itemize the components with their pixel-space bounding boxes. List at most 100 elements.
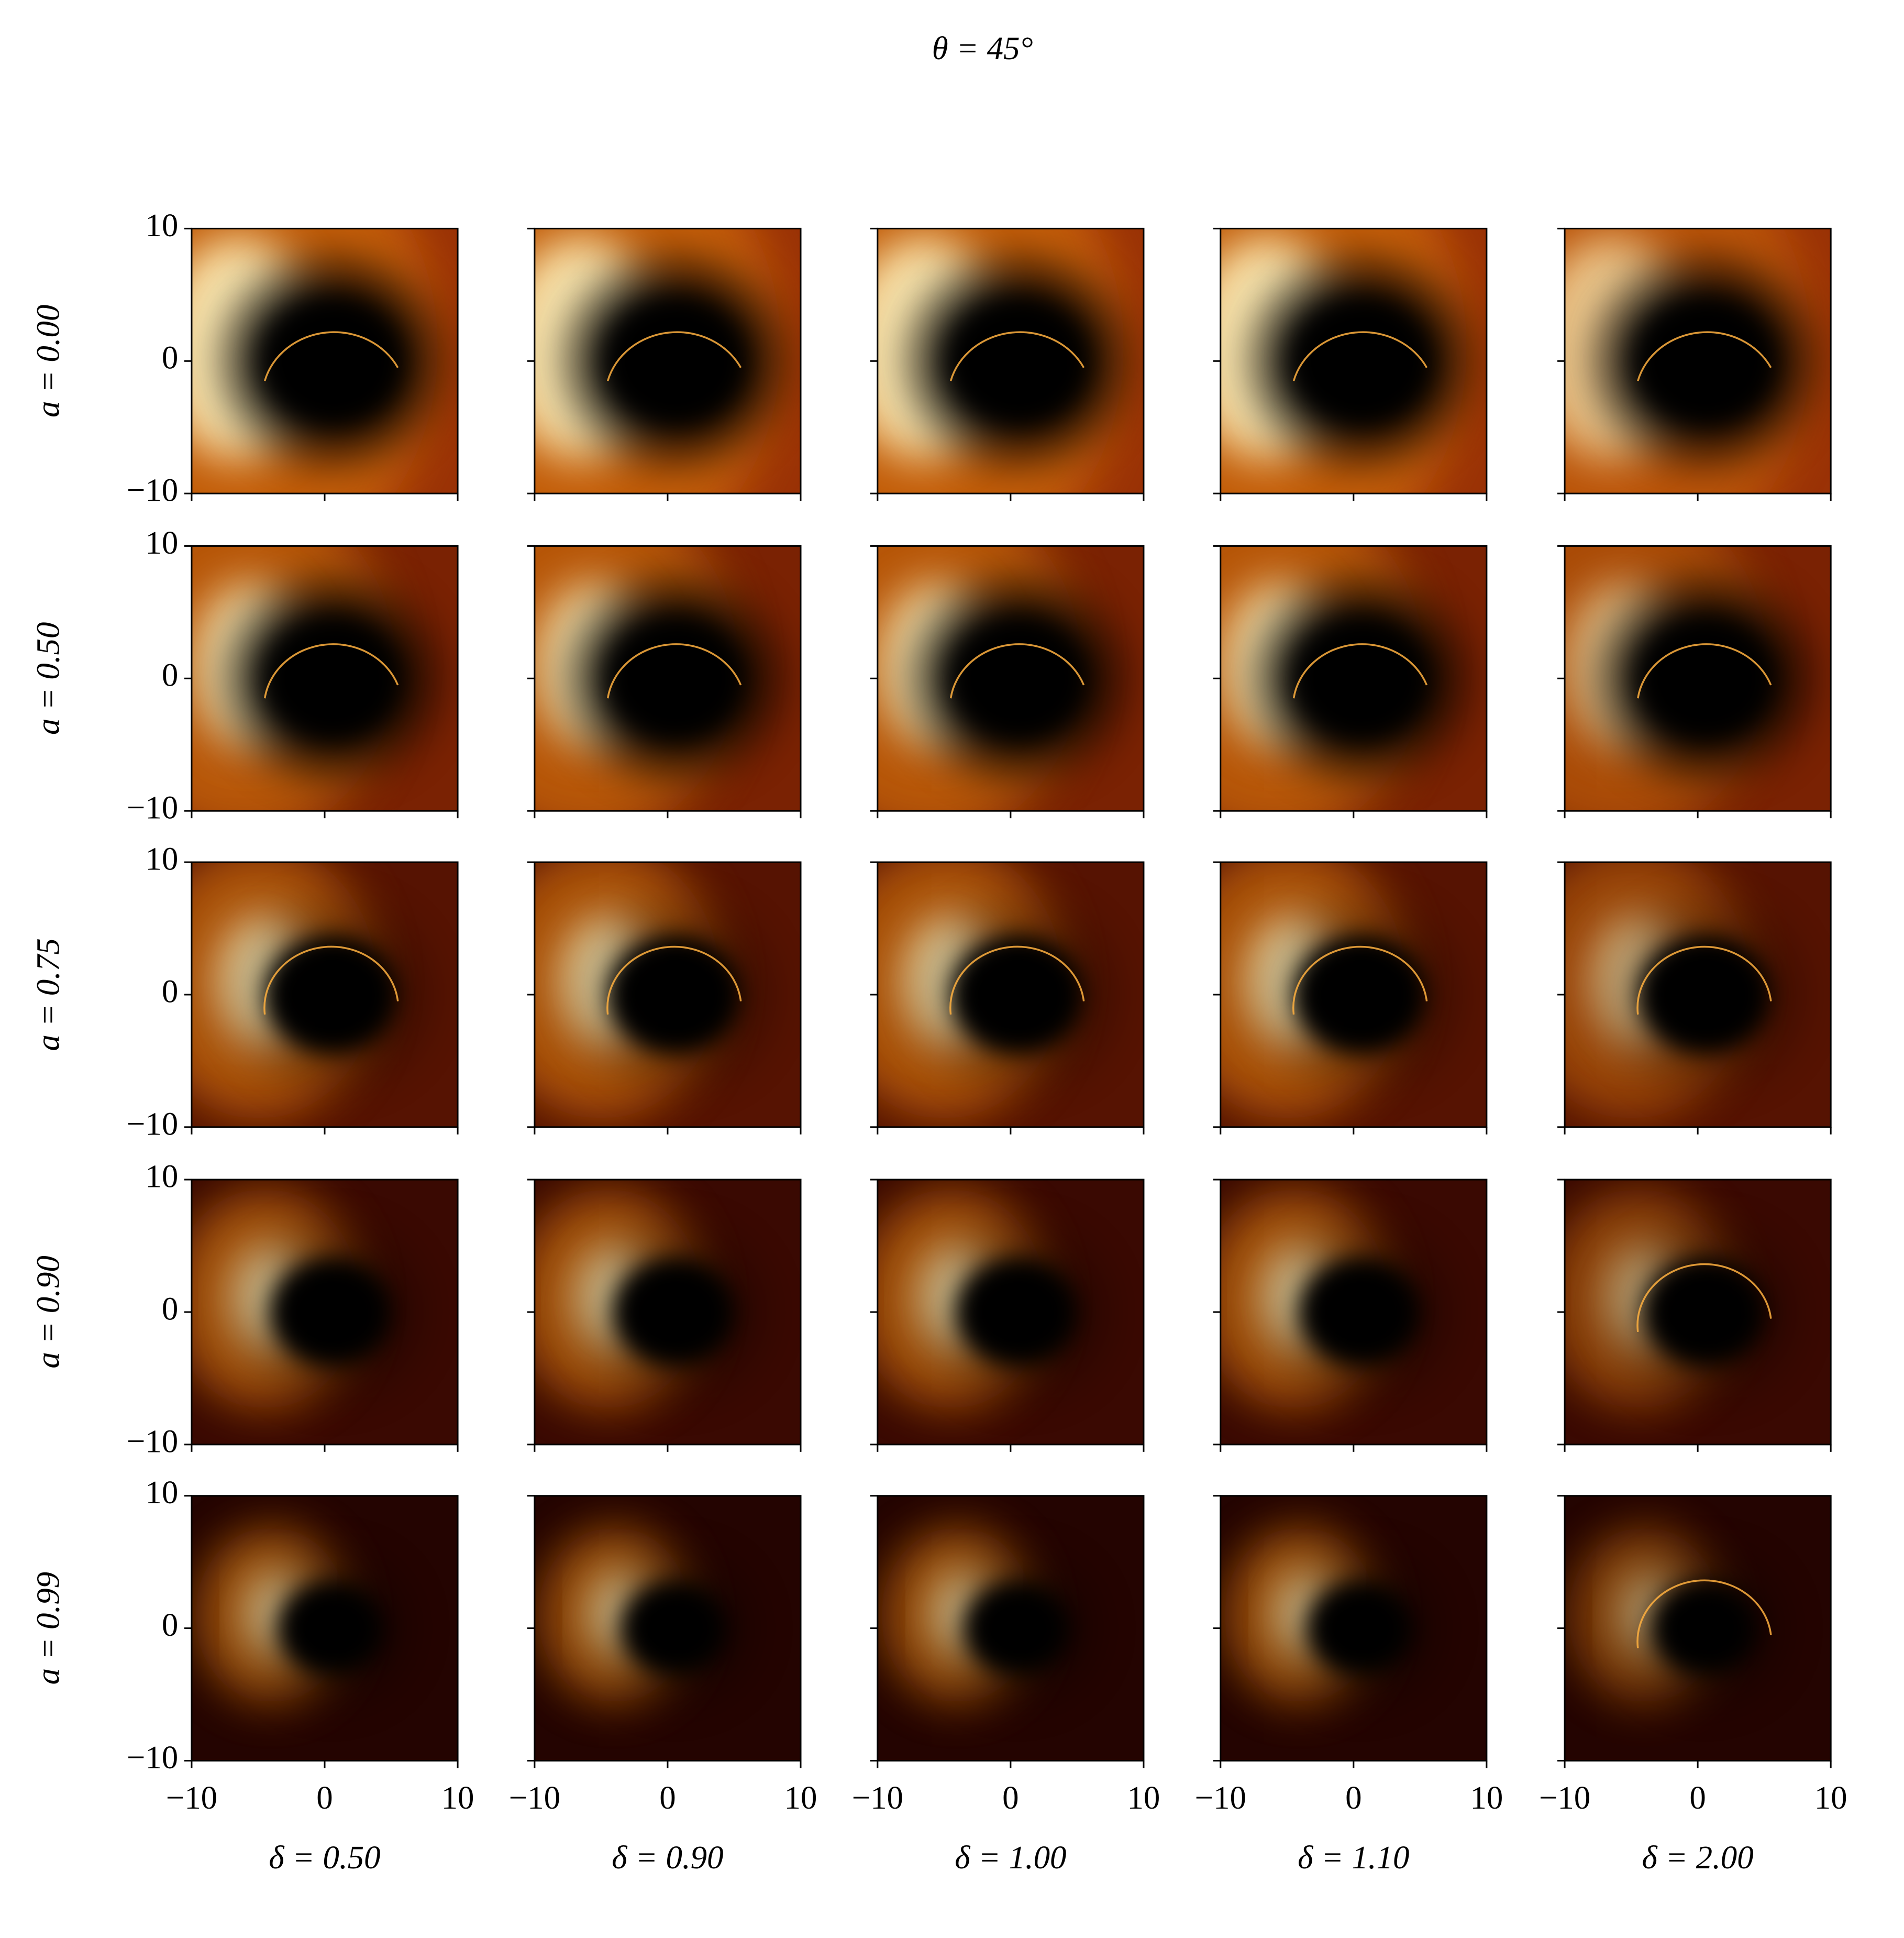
x-tick-label: 0 xyxy=(1345,1779,1361,1816)
shadow xyxy=(944,295,1091,427)
photon-ring xyxy=(606,331,742,381)
row-label: a = 0.00 xyxy=(29,305,66,418)
x-tick-label: 0 xyxy=(1689,1779,1706,1816)
shadow xyxy=(621,1580,728,1676)
shadow xyxy=(270,1257,393,1367)
y-tick-label: 0 xyxy=(162,973,178,1009)
shadow xyxy=(1637,935,1771,1054)
photon-ring xyxy=(1637,331,1772,381)
column-label: δ = 1.10 xyxy=(1298,1839,1409,1876)
panel-image xyxy=(191,228,458,494)
x-tick-label: −10 xyxy=(1539,1779,1590,1816)
panel-image xyxy=(877,1495,1144,1761)
panel-image xyxy=(1220,228,1487,494)
shadow xyxy=(261,615,402,742)
panel-image xyxy=(877,1180,1144,1445)
y-tick-label: 0 xyxy=(162,339,178,376)
y-tick-label: 10 xyxy=(145,840,178,877)
panel-image xyxy=(1220,1495,1487,1761)
x-tick-label: 10 xyxy=(1470,1779,1503,1816)
panel-image xyxy=(534,228,801,494)
shadow xyxy=(946,615,1088,742)
shadow xyxy=(1651,1580,1758,1676)
x-tick-label: 0 xyxy=(659,1779,676,1816)
shadow xyxy=(964,1580,1071,1676)
shadow xyxy=(1631,295,1778,427)
shadow xyxy=(613,1257,736,1367)
row-label: a = 0.50 xyxy=(29,622,66,735)
panel-image xyxy=(191,862,458,1127)
column-label: δ = 0.90 xyxy=(612,1839,723,1876)
shadow xyxy=(1289,615,1431,742)
shadow xyxy=(264,935,398,1054)
panel-image xyxy=(877,228,1144,494)
photon-ring xyxy=(263,945,399,1015)
panel-image xyxy=(191,1495,458,1761)
photon-ring xyxy=(949,331,1085,381)
y-tick-label: 10 xyxy=(145,524,178,561)
column-label: δ = 1.00 xyxy=(955,1839,1066,1876)
shadow xyxy=(1299,1257,1422,1367)
panel-image xyxy=(877,862,1144,1127)
shadow xyxy=(950,935,1084,1054)
panel-image xyxy=(534,862,801,1127)
photon-ring xyxy=(1292,331,1428,381)
shadow xyxy=(1293,935,1427,1054)
x-tick-label: −10 xyxy=(166,1779,217,1816)
photon-ring xyxy=(1636,1263,1772,1333)
x-tick-label: 10 xyxy=(1814,1779,1847,1816)
y-tick-label: −10 xyxy=(127,1423,178,1459)
shadow xyxy=(956,1257,1079,1367)
panel-image xyxy=(534,546,801,811)
chart-title: θ = 45° xyxy=(932,30,1033,67)
shadow xyxy=(603,615,745,742)
column-label: δ = 0.50 xyxy=(269,1839,380,1876)
row-label: a = 0.90 xyxy=(29,1256,66,1369)
photon-ring xyxy=(263,331,399,381)
y-tick-label: −10 xyxy=(127,472,178,509)
panel-image xyxy=(1565,546,1831,811)
x-tick-label: −10 xyxy=(1195,1779,1246,1816)
photon-ring xyxy=(606,945,742,1015)
x-tick-label: −10 xyxy=(852,1779,903,1816)
photon-ring xyxy=(1292,643,1428,699)
x-tick-label: −10 xyxy=(509,1779,560,1816)
shadow xyxy=(1287,295,1434,427)
panel-image xyxy=(1220,862,1487,1127)
y-tick-label: −10 xyxy=(127,1105,178,1142)
shadow xyxy=(607,935,741,1054)
panel-image xyxy=(534,1180,801,1445)
y-tick-label: 10 xyxy=(145,1158,178,1194)
photon-ring xyxy=(949,945,1085,1015)
photon-ring xyxy=(1637,643,1772,699)
photon-ring xyxy=(1636,945,1772,1015)
y-tick-label: −10 xyxy=(127,1739,178,1776)
shadow xyxy=(1634,615,1775,742)
x-tick-label: 0 xyxy=(316,1779,333,1816)
photon-ring xyxy=(263,643,399,699)
row-label: a = 0.75 xyxy=(29,938,66,1051)
y-tick-label: 0 xyxy=(162,1290,178,1327)
panel-image xyxy=(1565,228,1831,494)
y-tick-label: −10 xyxy=(127,789,178,826)
shadow xyxy=(278,1580,385,1676)
photon-ring xyxy=(949,643,1085,699)
photon-ring xyxy=(606,643,742,699)
panel-image xyxy=(534,1495,801,1761)
panel-image xyxy=(1565,1180,1831,1445)
panel-image xyxy=(1220,1180,1487,1445)
panel-image xyxy=(1220,546,1487,811)
panel-image xyxy=(191,1180,458,1445)
x-tick-label: 10 xyxy=(1127,1779,1160,1816)
x-tick-label: 10 xyxy=(441,1779,474,1816)
photon-ring xyxy=(1636,1579,1772,1648)
panel-image xyxy=(1565,862,1831,1127)
panel-image xyxy=(1565,1495,1831,1761)
shadow xyxy=(601,295,748,427)
y-tick-label: 10 xyxy=(145,1474,178,1511)
column-label: δ = 2.00 xyxy=(1642,1839,1753,1876)
shadow xyxy=(1307,1580,1414,1676)
shadow xyxy=(258,295,405,427)
